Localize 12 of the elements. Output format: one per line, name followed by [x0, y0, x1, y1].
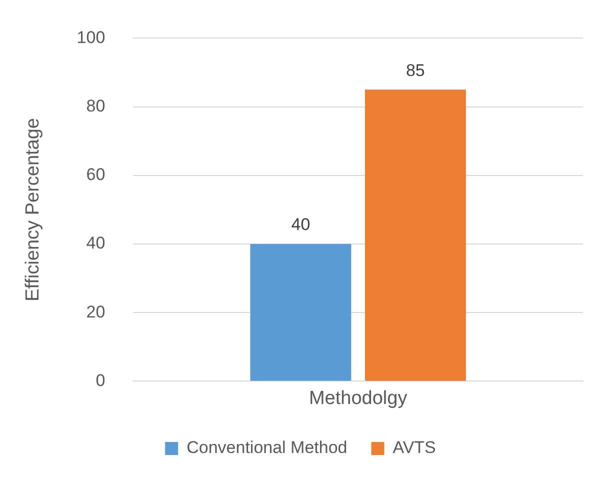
y-tick-label: 60: [86, 165, 106, 184]
data-label: 85: [406, 60, 425, 80]
y-tick-label: 100: [76, 28, 106, 47]
y-tick-label: 0: [96, 370, 106, 390]
legend-label: Conventional Method: [186, 438, 348, 458]
data-label: 40: [291, 215, 310, 234]
legend-label: AVTS: [392, 438, 436, 458]
y-tick-label: 80: [86, 96, 106, 116]
y-tick-label: 20: [86, 302, 106, 322]
x-tick-label: Methodolgy: [308, 388, 408, 409]
y-tick-label: 40: [86, 234, 106, 253]
y-axis-title: Efficiency Percentage: [22, 118, 44, 302]
